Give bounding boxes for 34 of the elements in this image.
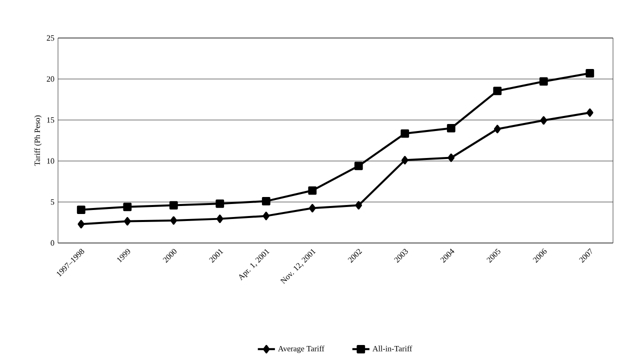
point [170,216,178,225]
point [400,129,410,138]
point [308,186,317,195]
point [401,156,408,164]
point [123,202,132,212]
point [586,69,594,78]
y-tick-label: 5 [50,199,54,205]
y-tick-label: 15 [47,117,54,123]
y-tick-label: 10 [47,158,54,164]
legend-label: All-in-Tariff [372,346,412,352]
point [539,77,548,86]
point [262,212,270,220]
point [216,199,224,208]
point [76,206,86,214]
point [169,201,178,210]
legend-label: Average Tariff [278,346,324,353]
point [262,196,270,206]
point [78,220,85,228]
point [216,214,224,224]
point [494,124,501,134]
point [354,162,363,170]
y-tick-label: 20 [46,76,54,82]
point [446,124,456,132]
point [540,116,548,125]
y-axis-title: Tariff (Ph Peso) [34,115,42,166]
point [448,154,455,162]
point [308,204,316,212]
y-tick-label: 0 [50,240,54,246]
point [493,86,502,96]
point [124,217,131,226]
x-tick-label: 1999 [117,248,130,263]
point [355,201,362,210]
y-tick-label: 25 [46,35,54,41]
point [586,108,594,117]
